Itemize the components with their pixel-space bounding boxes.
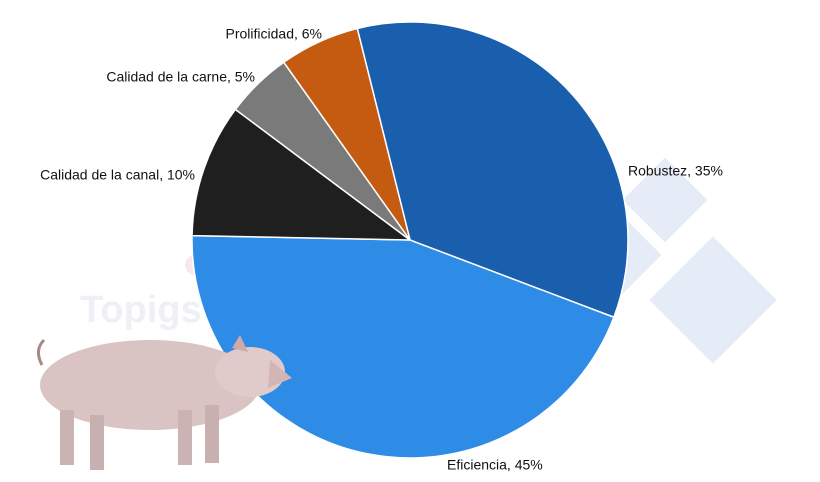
pie-slice: [191, 234, 615, 459]
slice-label: Eficiencia, 45%: [447, 457, 543, 473]
slice-label: Calidad de la carne, 5%: [106, 69, 255, 85]
pie-slice: [282, 27, 411, 241]
pig-illustration: [37, 335, 292, 470]
slice-label: Prolificidad, 6%: [226, 26, 323, 42]
slice-label: Calidad de la canal, 10%: [40, 167, 195, 183]
pie-slice: [191, 108, 413, 241]
pie: [191, 21, 629, 459]
pie-slice: [356, 21, 629, 319]
slice-label: Robustez, 35%: [628, 163, 723, 179]
